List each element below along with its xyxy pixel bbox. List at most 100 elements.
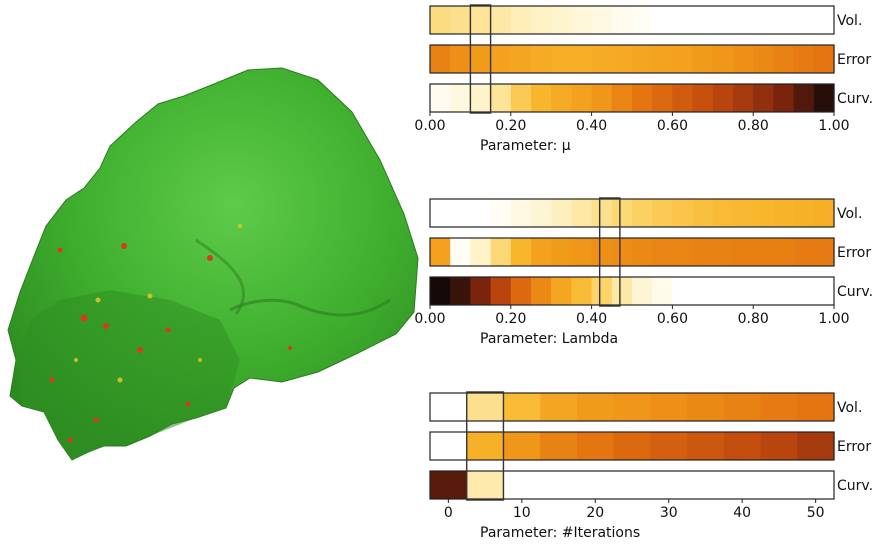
heatmap-cell (692, 6, 714, 34)
heatmap-row-error: Error (429, 237, 871, 267)
heatmap-cell (760, 432, 798, 460)
heatmap-cell (712, 6, 734, 34)
heatmap-cell (540, 393, 578, 421)
x-axis: 0.00 0.20 0.40 0.60 0.80 1.00 (414, 305, 850, 327)
heatmap-cell (650, 471, 688, 499)
heatmap-cell (430, 6, 451, 34)
surface-yellow-spots (74, 224, 242, 383)
heatmap-cell (551, 84, 572, 112)
hotspot (49, 377, 55, 383)
hotspot (93, 417, 99, 423)
heatmap-cell (510, 84, 532, 112)
row-label: Vol. (837, 400, 862, 416)
tick-label: 0.60 (657, 311, 688, 327)
x-axis: 0.00 0.20 0.40 0.60 0.80 1.00 (414, 112, 850, 134)
heatmap-cell (611, 45, 633, 73)
heatmap-cell (510, 277, 532, 305)
yellow-spot (198, 358, 202, 362)
heatmap-cell (430, 471, 468, 499)
row-frame (429, 470, 835, 500)
heatmap-cell (692, 277, 714, 305)
heatmap-cell (760, 471, 798, 499)
row-label: Error (837, 439, 871, 455)
heatmap-cell (753, 199, 774, 227)
tick-label: 1.00 (818, 118, 849, 134)
heatmap-cell (466, 432, 505, 460)
heatmap-cell (510, 6, 532, 34)
heatmap-cell (611, 199, 633, 227)
heatmap-cell (551, 45, 572, 73)
hotspot (207, 255, 213, 261)
heatmap-cell (531, 238, 552, 266)
yellow-spot (238, 224, 242, 228)
surface-fold (195, 238, 245, 315)
heatmap-row-error: Error (429, 431, 871, 461)
heatmap-cell (793, 238, 815, 266)
heatmap-cell (773, 6, 795, 34)
x-axis-label: Parameter: Lambda (480, 331, 618, 347)
heatmap-cell (687, 393, 725, 421)
heatmap-cell (632, 6, 653, 34)
heatmap-cell (712, 45, 734, 73)
selection-box (466, 391, 505, 501)
heatmap-cell (430, 84, 451, 112)
row-label: Error (837, 52, 871, 68)
x-axis: 0 10 20 30 40 50 (444, 499, 825, 521)
heatmap-cell (571, 45, 593, 73)
tick-label: 50 (807, 505, 825, 521)
hotspot (288, 346, 292, 350)
heatmap-cell (611, 84, 633, 112)
heatmap-row-error: Error (429, 44, 871, 74)
heatmap-panels: Vol. Error Curv. 0.00 0.20 0.40 0.60 0.80 1.00 Pa… (414, 4, 873, 541)
heatmap-cell (793, 45, 815, 73)
heatmap-cell (672, 6, 694, 34)
row-frame (429, 5, 835, 35)
heatmap-cell (773, 199, 795, 227)
row-label: Vol. (837, 206, 862, 222)
heatmap-cell (490, 84, 512, 112)
heatmap-cell (733, 277, 754, 305)
heatmap-cell (652, 6, 673, 34)
heatmap-cell (793, 84, 815, 112)
heatmap-cell (723, 393, 762, 421)
row-frame (429, 44, 835, 74)
row-label: Curv. (837, 284, 873, 300)
heatmap-cell (692, 45, 714, 73)
heatmap-cell (672, 45, 694, 73)
heatmap-cell (632, 199, 653, 227)
surface-ridge (229, 298, 391, 317)
heatmap-cell (591, 45, 613, 73)
heatmap-cell (687, 432, 725, 460)
row-label: Error (837, 245, 871, 261)
tick-label: 0.00 (414, 118, 445, 134)
yellow-spot (147, 293, 153, 299)
heatmap-cell (611, 238, 633, 266)
heatmap-cell (613, 432, 651, 460)
heatmap-cell (490, 6, 512, 34)
row-frame (429, 431, 835, 461)
heatmap-cell (490, 199, 512, 227)
heatmap-cell (652, 45, 673, 73)
heatmap-cell (672, 277, 694, 305)
tick-label: 0.40 (576, 311, 607, 327)
heatmap-cell (503, 432, 541, 460)
heatmap-cell (571, 199, 593, 227)
tick-label: 0.60 (657, 118, 688, 134)
heatmap-cell (430, 238, 451, 266)
hotspot (80, 314, 88, 322)
heatmap-cell (773, 84, 795, 112)
yellow-spot (74, 358, 78, 362)
heatmap-cell (450, 199, 471, 227)
heatmap-cell (712, 238, 734, 266)
heatmap-cell (632, 45, 653, 73)
row-label: Vol. (837, 13, 862, 29)
heatmap-cell (723, 432, 762, 460)
heatmap-cell (466, 471, 505, 499)
selection-box (469, 4, 492, 114)
heatmap-cell (510, 45, 532, 73)
heatmap-cell (531, 199, 552, 227)
heatmap-cell (470, 45, 492, 73)
tick-label: 0.20 (495, 311, 526, 327)
